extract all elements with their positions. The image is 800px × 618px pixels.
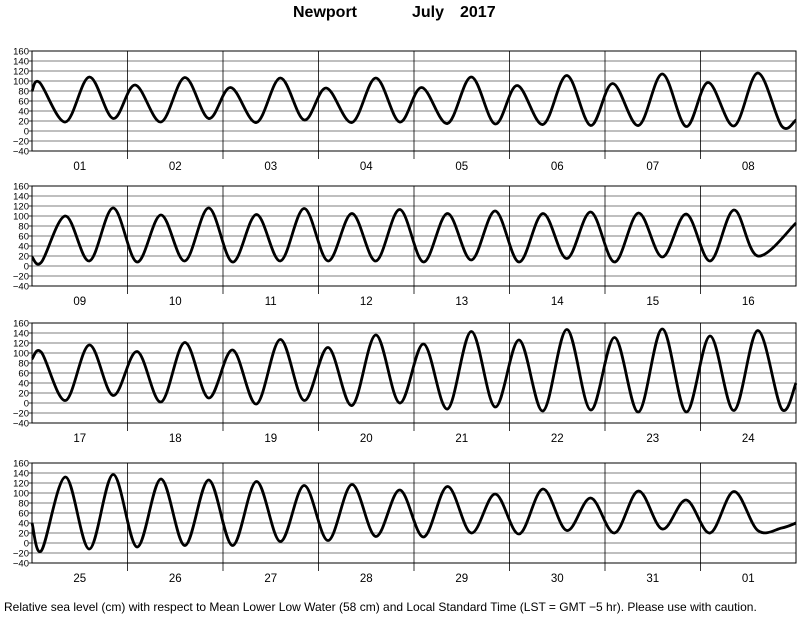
x-day-label: 27: [264, 573, 277, 585]
x-day-label: 16: [742, 296, 755, 308]
x-day-label: 20: [360, 433, 373, 445]
y-tick-label: 160: [13, 181, 29, 192]
y-tick-label: 100: [13, 211, 29, 222]
y-tick-label: −20: [13, 136, 29, 147]
y-tick-label: 120: [13, 66, 29, 77]
station-name: Newport: [293, 4, 357, 21]
x-day-label: 13: [455, 296, 468, 308]
y-tick-label: 100: [13, 76, 29, 87]
y-tick-label: 0: [24, 261, 29, 272]
tide-series-line: [30, 71, 797, 130]
y-tick-label: 80: [18, 358, 29, 369]
y-tick-label: 0: [24, 538, 29, 549]
x-day-label: 10: [169, 296, 182, 308]
tide-series-line: [30, 473, 797, 554]
x-day-label: 21: [455, 433, 468, 445]
panel-frame: [31, 185, 797, 287]
y-tick-label: 20: [18, 116, 29, 127]
y-tick-label: 160: [13, 46, 29, 57]
panel-frame: [31, 462, 797, 564]
x-day-label: 04: [360, 161, 373, 173]
year: 2017: [460, 4, 496, 21]
x-day-label: 09: [73, 296, 86, 308]
x-day-label: 01: [742, 573, 755, 585]
y-tick-label: 80: [18, 498, 29, 509]
y-tick-label: 60: [18, 96, 29, 107]
y-tick-label: 60: [18, 368, 29, 379]
y-tick-label: 60: [18, 231, 29, 242]
y-tick-label: 20: [18, 388, 29, 399]
chart-title: Newport July 2017: [0, 4, 800, 26]
x-day-label: 18: [169, 433, 182, 445]
tide-series-line: [30, 327, 798, 414]
x-day-label: 17: [73, 433, 86, 445]
y-tick-label: 140: [13, 191, 29, 202]
x-day-label: 07: [646, 161, 659, 173]
y-tick-label: 40: [18, 241, 29, 252]
x-day-label: 31: [646, 573, 659, 585]
x-day-label: 11: [265, 296, 277, 308]
y-tick-label: −40: [13, 558, 29, 569]
y-tick-label: 80: [18, 86, 29, 97]
y-tick-label: 100: [13, 348, 29, 359]
footnote: Relative sea level (cm) with respect to …: [4, 600, 757, 614]
x-day-label: 24: [742, 433, 755, 445]
y-tick-label: 0: [24, 398, 29, 409]
y-tick-label: 40: [18, 106, 29, 117]
y-tick-label: −20: [13, 271, 29, 282]
y-tick-label: 60: [18, 508, 29, 519]
panel-frame: [31, 50, 797, 152]
y-tick-label: 80: [18, 221, 29, 232]
y-tick-label: 0: [24, 126, 29, 137]
y-tick-label: 120: [13, 338, 29, 349]
x-day-label: 22: [551, 433, 564, 445]
x-day-label: 02: [169, 161, 182, 173]
y-tick-label: 140: [13, 56, 29, 67]
x-day-label: 25: [73, 573, 86, 585]
y-tick-label: 160: [13, 318, 29, 329]
x-day-label: 05: [455, 161, 468, 173]
x-day-label: 30: [551, 573, 564, 585]
x-day-label: 26: [169, 573, 182, 585]
y-tick-label: −20: [13, 548, 29, 559]
y-tick-label: 160: [13, 458, 29, 469]
panel-frame: [31, 322, 797, 424]
x-day-label: 03: [264, 161, 277, 173]
x-day-label: 15: [646, 296, 659, 308]
y-tick-label: 100: [13, 488, 29, 499]
y-tick-label: −20: [13, 408, 29, 419]
y-tick-label: 40: [18, 518, 29, 529]
x-day-label: 01: [73, 161, 86, 173]
x-day-label: 12: [360, 296, 373, 308]
y-tick-label: 40: [18, 378, 29, 389]
y-tick-label: 20: [18, 528, 29, 539]
tide-series-line: [30, 206, 797, 266]
y-tick-label: 120: [13, 478, 29, 489]
y-tick-label: 120: [13, 201, 29, 212]
x-day-label: 28: [360, 573, 373, 585]
x-day-label: 23: [646, 433, 659, 445]
y-tick-label: 140: [13, 328, 29, 339]
y-tick-label: −40: [13, 146, 29, 157]
y-tick-label: −40: [13, 418, 29, 429]
x-day-label: 06: [551, 161, 564, 173]
y-tick-label: −40: [13, 281, 29, 292]
x-day-label: 19: [264, 433, 277, 445]
x-day-label: 29: [455, 573, 468, 585]
x-day-label: 14: [551, 296, 564, 308]
y-tick-label: 140: [13, 468, 29, 479]
month-name: July: [412, 4, 445, 21]
y-tick-label: 20: [18, 251, 29, 262]
x-day-label: 08: [742, 161, 755, 173]
